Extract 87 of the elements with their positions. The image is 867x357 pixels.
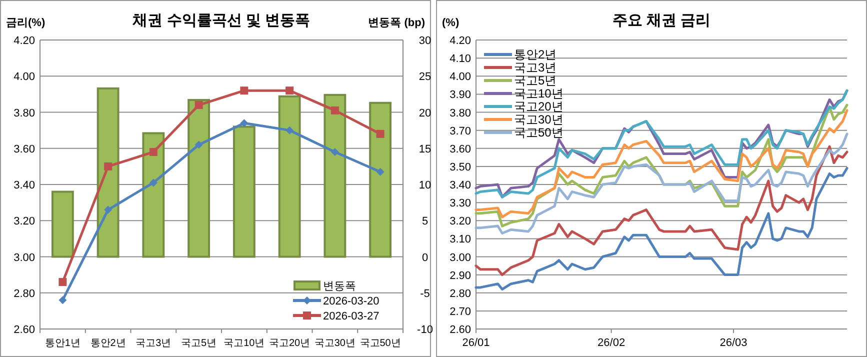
x-tick-label: 26/02: [598, 337, 626, 349]
bar: [324, 94, 346, 258]
point: [376, 130, 384, 138]
line-series: [474, 145, 848, 276]
y2-axis-title: 변동폭 (bp): [368, 17, 426, 29]
x-tick-label: 통안2년: [90, 338, 126, 349]
bar: [188, 98, 210, 258]
y-tick-label: 3.00: [450, 252, 471, 264]
point: [240, 86, 248, 95]
y-tick-label: 3.60: [14, 143, 35, 156]
point: [376, 168, 384, 176]
legend-label: 국고20년: [514, 100, 564, 114]
point: [194, 101, 203, 110]
y-tick-label: 3.10: [450, 234, 471, 246]
y-tick-label: 4.20: [450, 35, 471, 47]
point: [330, 148, 339, 156]
y2-tick-label: -5: [420, 288, 430, 300]
bar: [278, 95, 301, 258]
chart-title: 주요 채권 금리: [612, 12, 711, 29]
y2-tick-label: -10: [417, 324, 433, 336]
y-tick-label: 2.90: [450, 270, 471, 282]
point: [330, 106, 339, 114]
x-tick-label: 국고5년: [181, 338, 217, 349]
bar: [232, 126, 256, 258]
bar: [142, 132, 165, 258]
x-tick-label: 국고10년: [224, 338, 265, 349]
x-tick-label: 국고3년: [136, 338, 172, 349]
y2-tick-label: 15: [418, 143, 432, 156]
bar: [96, 87, 120, 258]
y-tick-label: 2.60: [450, 324, 471, 336]
x-tick-label: 국고50년: [360, 338, 401, 349]
x-tick-label: 국고30년: [314, 338, 356, 349]
y-tick-label: 4.20: [14, 35, 35, 47]
y-axis-title: 금리(%): [6, 17, 46, 29]
point: [104, 162, 112, 170]
y2-tick-label: 25: [418, 71, 432, 84]
y2-tick-label: 30: [418, 35, 432, 47]
point: [58, 278, 67, 286]
x-tick-label: 통안1년: [44, 338, 80, 349]
point: [104, 206, 112, 214]
y-tick-label: 4.00: [450, 71, 471, 84]
y-tick-label: 3.20: [450, 216, 471, 228]
bar: [51, 190, 74, 258]
y2-tick-label: 20: [418, 107, 432, 120]
point: [240, 119, 248, 128]
legend-label: 국고50년: [514, 126, 564, 140]
y-tick-label: 2.70: [450, 306, 471, 318]
x-tick-label: 국고20년: [269, 338, 310, 349]
y-tick-label: 3.40: [450, 180, 471, 192]
legend-label: 변동폭: [323, 280, 356, 292]
legend-label: 국고10년: [514, 86, 564, 100]
legend-label: 2026-03-20: [323, 296, 380, 308]
point: [149, 148, 158, 156]
point: [286, 86, 294, 95]
y-tick-label: 3.30: [450, 198, 471, 210]
y-axis-title: (%): [442, 17, 460, 29]
x-tick-label: 26/01: [462, 337, 490, 349]
x-tick-label: 26/03: [720, 337, 748, 349]
y-tick-label: 2.80: [450, 288, 471, 300]
y-tick-label: 4.10: [450, 53, 471, 66]
legend-label: 국고30년: [514, 112, 564, 126]
y2-tick-label: 10: [418, 180, 432, 192]
line-series: [474, 166, 848, 291]
y2-tick-label: 5: [422, 216, 428, 228]
y-tick-label: 2.80: [14, 288, 35, 300]
y-tick-label: 3.40: [14, 180, 35, 192]
point: [286, 126, 294, 134]
legend-label: 국고3년: [514, 60, 557, 74]
y-tick-label: 3.60: [450, 143, 471, 156]
point: [58, 296, 67, 304]
y-tick-label: 3.90: [450, 89, 471, 102]
legend-label: 2026-03-27: [323, 310, 380, 322]
y2-tick-label: 0: [422, 252, 428, 264]
y-tick-label: 3.20: [14, 216, 35, 228]
y-tick-label: 3.50: [450, 161, 471, 174]
point: [149, 178, 158, 187]
y-tick-label: 2.60: [14, 324, 35, 336]
y-tick-label: 3.70: [450, 125, 471, 138]
y-tick-label: 3.00: [14, 252, 35, 264]
point: [194, 140, 203, 149]
legend-label: 통안2년: [514, 48, 557, 62]
chart-title: 채권 수익률곡선 및 변동폭: [132, 12, 310, 29]
y-tick-label: 4.00: [14, 71, 35, 84]
y-tick-label: 3.80: [14, 107, 35, 120]
y-tick-label: 3.80: [450, 107, 471, 120]
legend-label: 국고5년: [514, 74, 557, 88]
bar: [369, 102, 392, 258]
